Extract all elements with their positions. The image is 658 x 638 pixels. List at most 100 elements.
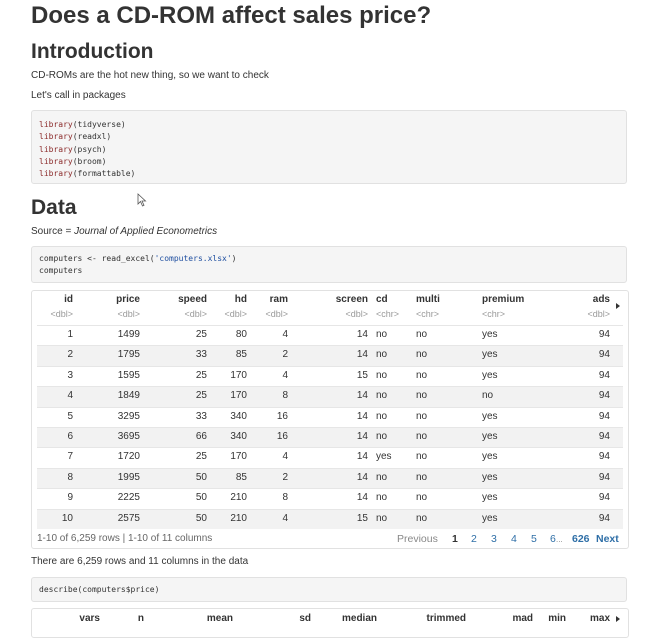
column-type: <chr>	[482, 309, 506, 319]
row-stripe	[37, 386, 623, 407]
column-header: ram	[269, 294, 288, 305]
column-header: max	[589, 613, 610, 624]
table-cell: 8	[282, 390, 288, 402]
table-cell: 8	[67, 471, 73, 483]
table-cell: 94	[598, 390, 610, 402]
page-link[interactable]: 2	[471, 533, 477, 545]
code-text: (formattable)	[72, 169, 136, 179]
table-cell: 4	[282, 512, 288, 524]
table-cell: 94	[598, 471, 610, 483]
table-cell: yes	[482, 349, 498, 361]
table-cell: 50	[195, 512, 207, 524]
table-cell: 14	[356, 390, 368, 402]
table-cell: 4	[67, 390, 73, 402]
code-line: library(psych)	[39, 144, 619, 156]
page-link[interactable]: 1	[452, 533, 458, 545]
column-header: multi	[416, 294, 440, 305]
row-divider	[37, 427, 623, 428]
scroll-arrow[interactable]	[615, 302, 621, 310]
page-link[interactable]: 626	[572, 533, 590, 545]
table-cell: 2225	[117, 492, 140, 504]
table-cell: no	[376, 471, 388, 483]
code-string: 'computers.xlsx'	[154, 254, 232, 263]
scroll-arrow[interactable]	[615, 615, 621, 623]
code-line: computers <- read_excel('computers.xlsx'…	[39, 253, 619, 265]
column-header: n	[137, 613, 144, 624]
mouse-cursor	[137, 193, 147, 207]
table-cell: 7	[67, 451, 73, 463]
column-type: <dbl>	[50, 309, 73, 319]
table-cell: no	[416, 431, 428, 442]
table-cell: 4	[282, 369, 288, 381]
table-cell: 2	[282, 471, 288, 483]
source-label: Source =	[31, 226, 75, 237]
table-cell: 16	[276, 410, 288, 422]
table-cell: 14	[356, 451, 368, 463]
table-cell: 14	[356, 431, 368, 442]
table-cell: 14	[356, 349, 368, 361]
table-cell: no	[376, 410, 388, 422]
table-cell: 3295	[117, 410, 140, 422]
page-link[interactable]: Previous	[397, 533, 438, 545]
code-line: library(broom)	[39, 156, 619, 168]
table-cell: 15	[356, 512, 368, 524]
table-cell: no	[416, 369, 428, 381]
code-keyword: library	[39, 120, 73, 129]
page-link[interactable]: 6	[550, 533, 556, 545]
column-header: vars	[79, 613, 100, 624]
table-cell: 14	[356, 492, 368, 504]
code-text: computers <- read_excel(	[39, 254, 155, 263]
table-cell: 9	[67, 492, 73, 504]
column-header: mad	[512, 613, 533, 624]
row-stripe	[37, 467, 623, 489]
table-cell: 94	[598, 410, 610, 422]
column-header: premium	[482, 294, 525, 305]
table-cell: 94	[598, 349, 610, 361]
page-link[interactable]: 3	[491, 533, 497, 545]
source-name: Journal of Applied Econometrics	[74, 226, 218, 237]
table-cell: 6	[67, 431, 73, 442]
page-link[interactable]: 5	[531, 533, 537, 545]
paragraph: There are 6,259 rows and 11 columns in t…	[31, 556, 249, 567]
table-cell: no	[376, 431, 388, 442]
table-cell: 85	[235, 471, 247, 483]
row-divider	[37, 325, 623, 326]
row-divider	[37, 386, 623, 388]
column-type: <dbl>	[224, 309, 247, 319]
table-cell: no	[482, 390, 494, 402]
table-cell: 1	[67, 329, 73, 340]
code-text: (readxl)	[72, 132, 112, 142]
table-cell: 1995	[117, 471, 140, 483]
column-type: <dbl>	[587, 309, 610, 319]
row-divider	[37, 508, 623, 510]
table-cell: 25	[195, 390, 207, 402]
table-cell: 50	[195, 492, 207, 504]
table-cell: 94	[598, 512, 610, 524]
table-cell: yes	[482, 451, 498, 463]
page-link[interactable]: Next	[596, 533, 619, 545]
table-cell: no	[376, 349, 388, 361]
table-cell: 1849	[117, 390, 140, 402]
table-cell: 2575	[117, 512, 140, 524]
table-cell: 80	[235, 329, 247, 340]
column-header: cd	[376, 294, 388, 305]
table-cell: no	[416, 390, 428, 402]
table-cell: 8	[282, 492, 288, 504]
column-type: <chr>	[376, 309, 400, 319]
row-divider	[37, 345, 623, 347]
table-cell: 210	[230, 512, 247, 524]
table-cell: 170	[230, 390, 247, 402]
page-link[interactable]: 4	[511, 533, 517, 545]
table-cell: no	[416, 512, 428, 524]
code-keyword: library	[39, 156, 73, 166]
table-cell: yes	[376, 451, 392, 463]
column-header: trimmed	[426, 613, 466, 624]
row-stripe	[37, 427, 623, 448]
table-cell: 94	[598, 329, 610, 340]
table-cell: 1595	[117, 369, 140, 381]
table-cell: no	[416, 329, 428, 340]
table-cell: 16	[276, 431, 288, 442]
column-type: <dbl>	[345, 309, 368, 319]
column-header: ads	[592, 294, 610, 305]
page-link: ...	[556, 535, 563, 544]
